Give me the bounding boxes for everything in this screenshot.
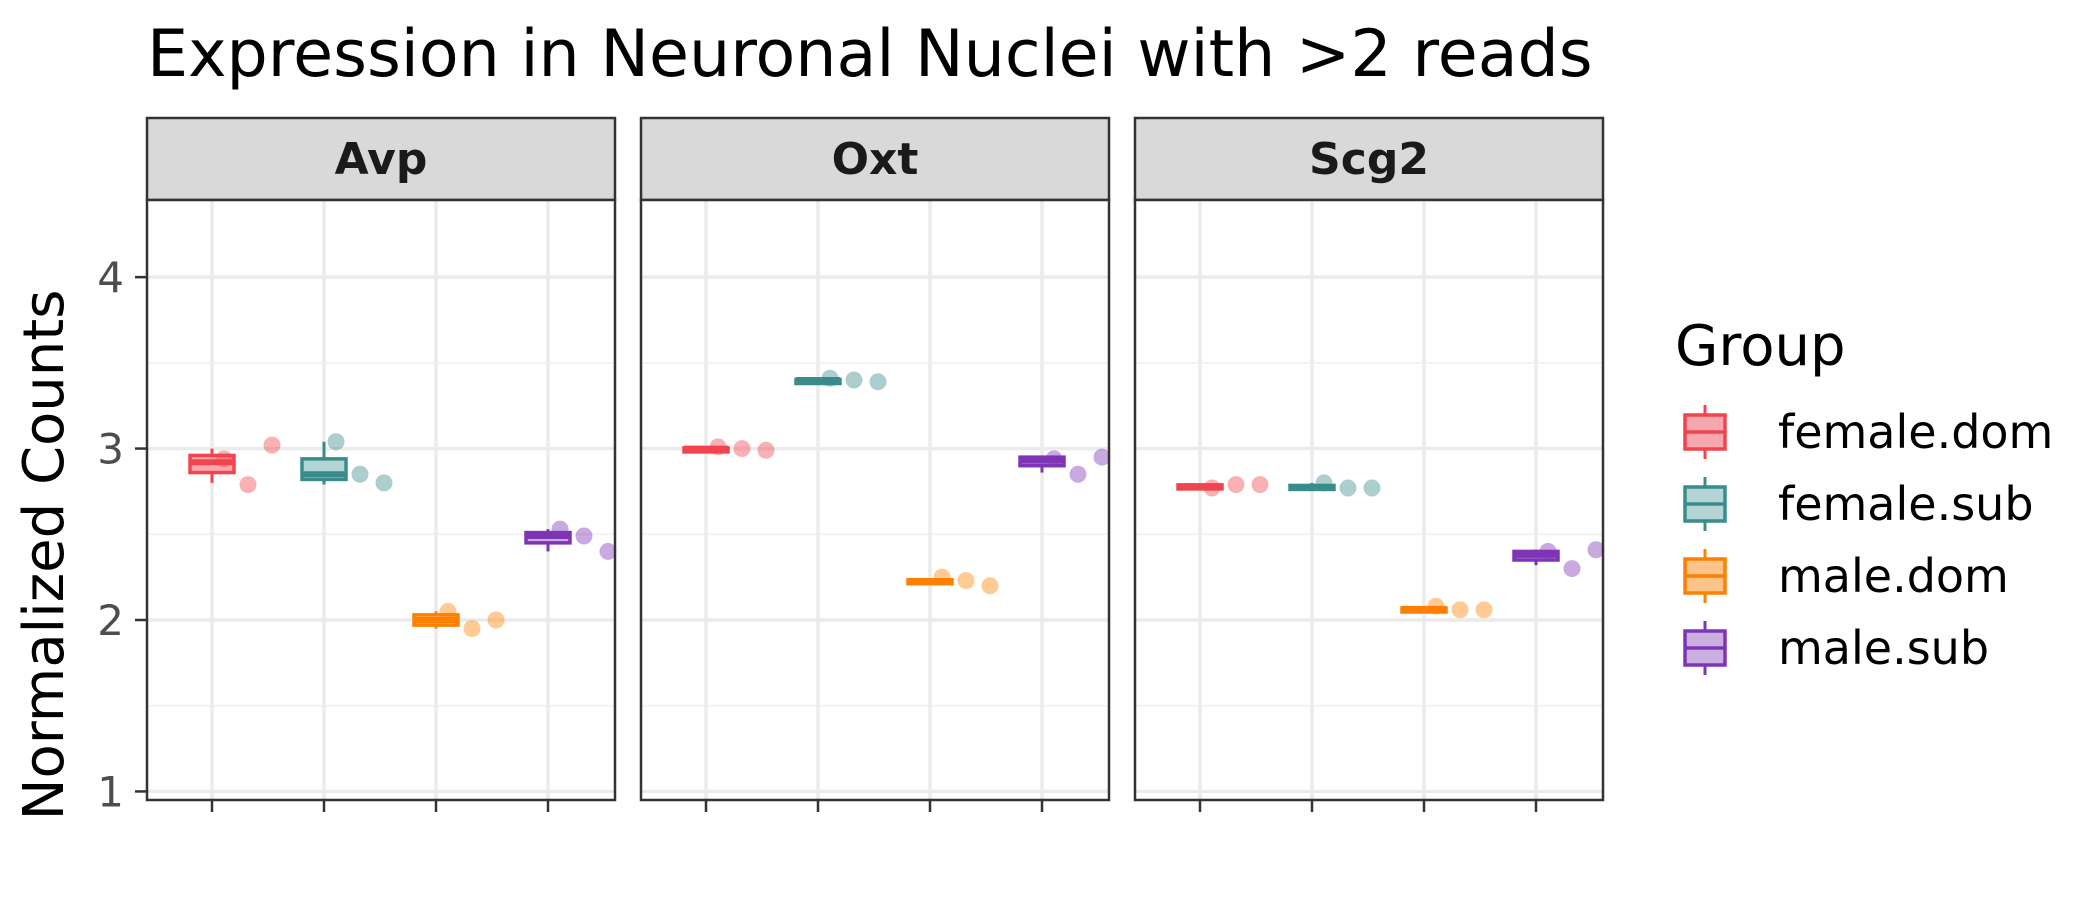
box-male.dom xyxy=(906,568,999,595)
data-point xyxy=(327,433,345,451)
data-point xyxy=(933,568,951,586)
facet-strip xyxy=(1133,116,1605,202)
data-point xyxy=(1227,476,1245,494)
y-tick-label: 1 xyxy=(97,767,124,816)
legend-label: male.dom xyxy=(1778,549,2009,603)
y-tick-label: 4 xyxy=(97,253,124,302)
data-point xyxy=(487,611,505,629)
data-point xyxy=(733,440,751,458)
data-point xyxy=(957,572,975,590)
data-point xyxy=(981,577,999,595)
panel-border xyxy=(145,198,617,802)
data-point xyxy=(1539,542,1557,560)
box-male.sub xyxy=(1018,448,1111,483)
legend-label: female.dom xyxy=(1778,405,2053,459)
facet-panel: Avp xyxy=(145,116,617,812)
data-point xyxy=(1315,474,1333,492)
box-female.dom xyxy=(188,436,281,494)
y-axis: 1 2 3 4 xyxy=(97,253,147,816)
data-point xyxy=(239,476,257,494)
facet-panel: Oxt xyxy=(639,116,1111,812)
panel-background xyxy=(1135,200,1603,800)
data-point xyxy=(869,373,887,391)
legend-item-female.sub: female.sub xyxy=(1683,477,2034,531)
y-tick-label: 2 xyxy=(97,596,124,645)
box-male.dom xyxy=(412,602,505,638)
chart-title: Expression in Neuronal Nuclei with >2 re… xyxy=(147,17,1593,92)
data-point xyxy=(263,436,281,454)
box-female.dom xyxy=(682,438,775,459)
facet-label: Scg2 xyxy=(1309,134,1429,185)
facet-panels: Avp Oxt Scg2 xyxy=(145,116,1605,812)
facet-strip xyxy=(639,116,1111,202)
data-point xyxy=(1427,597,1445,615)
data-point xyxy=(1069,465,1087,483)
box-female.sub xyxy=(300,433,393,492)
data-point xyxy=(1093,448,1111,466)
panel-border xyxy=(1133,198,1605,802)
data-point xyxy=(351,465,369,483)
facet-panel: Scg2 xyxy=(1133,116,1605,812)
data-point xyxy=(709,438,727,456)
data-point xyxy=(1363,479,1381,497)
data-point xyxy=(439,602,457,620)
legend-label: female.sub xyxy=(1778,477,2034,531)
legend: Group female.dom female.sub male.dom male.s… xyxy=(1675,314,2053,675)
data-point xyxy=(1045,450,1063,468)
data-point xyxy=(375,474,393,492)
data-point xyxy=(575,527,593,545)
data-point xyxy=(1587,541,1605,559)
data-point xyxy=(1475,601,1493,619)
y-axis-label: Normalized Counts xyxy=(12,290,77,821)
data-point xyxy=(1339,479,1357,497)
data-point xyxy=(821,369,839,387)
data-point xyxy=(1203,479,1221,497)
box-female.sub xyxy=(1288,474,1381,497)
data-point xyxy=(551,520,569,538)
panel-border xyxy=(639,198,1111,802)
panel-background xyxy=(641,200,1109,800)
data-point xyxy=(463,620,481,638)
legend-title: Group xyxy=(1675,314,1846,379)
data-point xyxy=(1251,476,1269,494)
facet-label: Avp xyxy=(335,134,428,185)
data-point xyxy=(1451,601,1469,619)
data-point xyxy=(1563,560,1581,578)
box-male.sub xyxy=(524,520,617,560)
box-female.sub xyxy=(794,369,887,391)
data-point xyxy=(599,542,617,560)
data-point xyxy=(757,441,775,459)
y-tick-label: 3 xyxy=(97,425,124,474)
legend-item-male.dom: male.dom xyxy=(1683,549,2009,603)
box-male.dom xyxy=(1400,597,1493,619)
legend-item-male.sub: male.sub xyxy=(1683,621,1989,675)
box-female.dom xyxy=(1176,476,1269,497)
facet-label: Oxt xyxy=(832,134,919,185)
facet-strip xyxy=(145,116,617,202)
legend-label: male.sub xyxy=(1778,621,1989,675)
legend-item-female.dom: female.dom xyxy=(1683,405,2053,459)
panel-background xyxy=(147,200,615,800)
data-point xyxy=(845,371,863,389)
box-male.sub xyxy=(1512,541,1605,578)
data-point xyxy=(215,450,233,468)
